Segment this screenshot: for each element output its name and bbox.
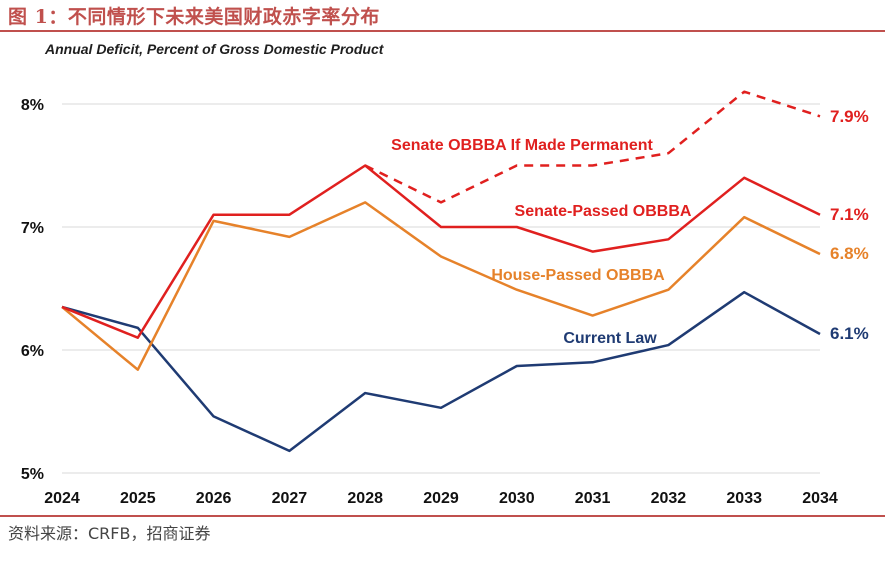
y-axis-ticks: 5% 6% 7% 8% [21,97,44,483]
x-tick-label: 2032 [651,490,687,507]
y-tick-label: 6% [21,343,44,360]
x-tick-label: 2030 [499,490,535,507]
gridlines [62,103,820,474]
series-name-senate-passed-obbba: Senate-Passed OBBBA [515,203,692,220]
x-axis-ticks: 2024 2025 2026 2027 2028 2029 2030 2031 2032 2033… [44,490,838,507]
top-divider [0,30,885,32]
series-name-current-law: Current Law [563,330,657,347]
y-tick-label: 7% [21,220,44,237]
series-name-senate-permanent: Senate OBBBA If Made Permanent [391,137,653,154]
end-value-house-passed-obbba: 6.8% [830,244,869,263]
x-tick-label: 2027 [272,490,308,507]
series-line-current-law [61,290,821,453]
x-tick-label: 2033 [726,490,762,507]
x-tick-label: 2031 [575,490,611,507]
end-value-senate-passed-obbba: 7.1% [830,205,869,224]
chart-subtitle: Annual Deficit, Percent of Gross Domesti… [44,41,385,57]
x-tick-label: 2028 [347,490,383,507]
series-name-house-passed-obbba: House-Passed OBBBA [491,267,665,284]
series-line-house-passed-obbba [61,201,821,371]
x-tick-label: 2029 [423,490,459,507]
series-line-senate-passed-obbba [61,164,821,339]
x-tick-label: 2026 [196,490,232,507]
bottom-divider [0,515,885,517]
series-line-senate-permanent [364,90,821,204]
x-tick-label: 2025 [120,490,156,507]
deficit-line-chart: Annual Deficit, Percent of Gross Domesti… [21,41,869,507]
end-value-current-law: 6.1% [830,324,869,343]
series-lines [61,90,821,453]
source-note: 资料来源：CRFB，招商证券 [8,524,211,543]
series-labels: Current Law House-Passed OBBBA Senate-Pass… [391,107,869,347]
y-tick-label: 5% [21,466,44,483]
y-tick-label: 8% [21,97,44,114]
x-tick-label: 2034 [802,490,838,507]
x-tick-label: 2024 [44,490,80,507]
end-value-senate-permanent: 7.9% [830,107,869,126]
figure-title: 图 1：不同情形下未来美国财政赤字率分布 [8,6,380,28]
